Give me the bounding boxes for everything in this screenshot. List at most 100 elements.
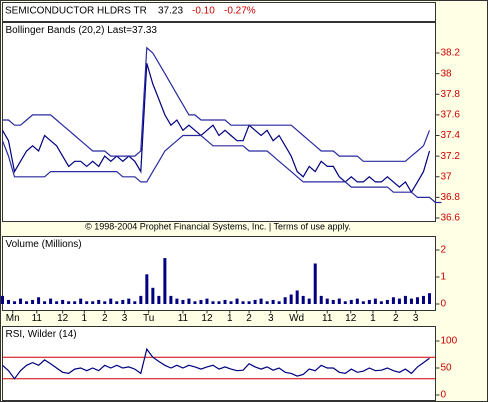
volume-bar <box>205 298 209 304</box>
volume-bar <box>409 298 413 304</box>
volume-bar <box>13 301 17 304</box>
y-tick-label: 0 <box>441 390 447 401</box>
volume-bar <box>7 299 11 304</box>
volume-bar <box>175 298 179 304</box>
x-tick-label: 11 <box>32 313 43 324</box>
volume-bar <box>349 299 353 304</box>
volume-bar <box>25 301 29 304</box>
x-tick-label: 11 <box>322 313 333 324</box>
x-tick-label: Mn <box>6 313 20 324</box>
change-percent: -0.27% <box>224 6 256 17</box>
volume-bar <box>373 298 377 304</box>
x-tick-label: 2 <box>246 313 252 324</box>
volume-bar <box>379 301 383 304</box>
panel <box>2 326 436 401</box>
volume-bar <box>421 295 425 304</box>
volume-bar <box>211 301 215 304</box>
volume-bar <box>193 301 197 304</box>
volume-bar <box>151 287 155 304</box>
x-tick-label: 1 <box>82 313 88 324</box>
volume-bar <box>277 301 281 304</box>
volume-bar <box>85 301 89 304</box>
volume-bar <box>259 298 263 304</box>
y-tick-label: 37.8 <box>441 89 461 100</box>
volume-bar <box>295 290 299 304</box>
x-tick-label: 3 <box>268 313 274 324</box>
header-panel <box>2 2 436 22</box>
series-line <box>2 46 431 162</box>
y-tick-label: 0 <box>441 299 447 310</box>
volume-bar <box>319 295 323 304</box>
panel <box>2 22 436 222</box>
volume-bar <box>121 299 125 304</box>
panel-title: Bollinger Bands (20,2) Last=37.33 <box>6 25 158 36</box>
y-tick-label: 37.2 <box>441 151 461 162</box>
volume-bar <box>103 301 107 304</box>
volume-bar <box>331 299 335 304</box>
volume-bar <box>427 293 431 304</box>
y-tick-label: 100 <box>441 336 458 347</box>
last-price: 37.23 <box>158 6 183 17</box>
x-tick-label: 1 <box>370 313 376 324</box>
volume-bar <box>49 298 53 304</box>
x-tick-label: 12 <box>345 313 357 324</box>
y-tick-label: 36.8 <box>441 192 461 203</box>
volume-bar <box>97 299 101 304</box>
y-tick-label: 1 <box>441 272 447 283</box>
volume-bar <box>361 301 365 304</box>
volume-bar <box>301 295 305 304</box>
volume-bar <box>247 301 251 304</box>
volume-bar <box>133 301 137 304</box>
y-tick-label: 50 <box>441 363 453 374</box>
y-tick-label: 36.6 <box>441 213 461 224</box>
volume-bar <box>199 299 203 304</box>
symbol: SEMICONDUCTOR HLDRS TR <box>5 6 147 17</box>
y-tick-label: 37.6 <box>441 110 461 121</box>
y-tick-label: 37.4 <box>441 130 461 141</box>
volume-bar <box>163 258 167 304</box>
volume-bar <box>157 295 161 304</box>
volume-bar <box>355 298 359 304</box>
y-tick-label: 2 <box>441 245 447 256</box>
x-tick-label: 2 <box>102 313 108 324</box>
volume-bar <box>223 299 227 304</box>
volume-bar <box>19 298 23 304</box>
x-tick-label: 11 <box>178 313 189 324</box>
volume-bar <box>1 295 4 304</box>
volume-bar <box>217 301 221 304</box>
volume-bar <box>415 297 419 304</box>
series-line <box>2 347 430 380</box>
panel-title: RSI, Wilder (14) <box>6 329 77 340</box>
y-tick-label: 37 <box>441 171 453 182</box>
x-tick-label: 12 <box>57 313 69 324</box>
volume-bar <box>229 301 233 304</box>
volume-bar <box>253 299 257 304</box>
volume-bar <box>403 295 407 304</box>
volume-bar <box>61 299 65 304</box>
volume-bar <box>43 301 47 304</box>
series-line <box>1 63 431 194</box>
volume-bar <box>169 295 173 304</box>
volume-bar <box>115 301 119 304</box>
volume-bar <box>67 301 71 304</box>
volume-bar <box>241 301 245 304</box>
volume-bar <box>181 299 185 304</box>
series-line <box>1 134 442 204</box>
y-tick-label: 38.2 <box>441 48 461 59</box>
volume-bar <box>325 298 329 304</box>
volume-bar <box>127 298 131 304</box>
change: -0.10 <box>192 6 215 17</box>
x-tick-label: 12 <box>201 313 213 324</box>
volume-bar <box>397 298 401 304</box>
volume-bar <box>367 299 371 304</box>
volume-bar <box>385 299 389 304</box>
volume-bar <box>187 298 191 304</box>
y-tick-label: 38 <box>441 68 453 79</box>
x-tick-label: Wd <box>289 313 304 324</box>
volume-bar <box>31 299 35 304</box>
volume-bar <box>55 301 59 304</box>
panel <box>2 236 436 311</box>
volume-bar <box>109 298 113 304</box>
